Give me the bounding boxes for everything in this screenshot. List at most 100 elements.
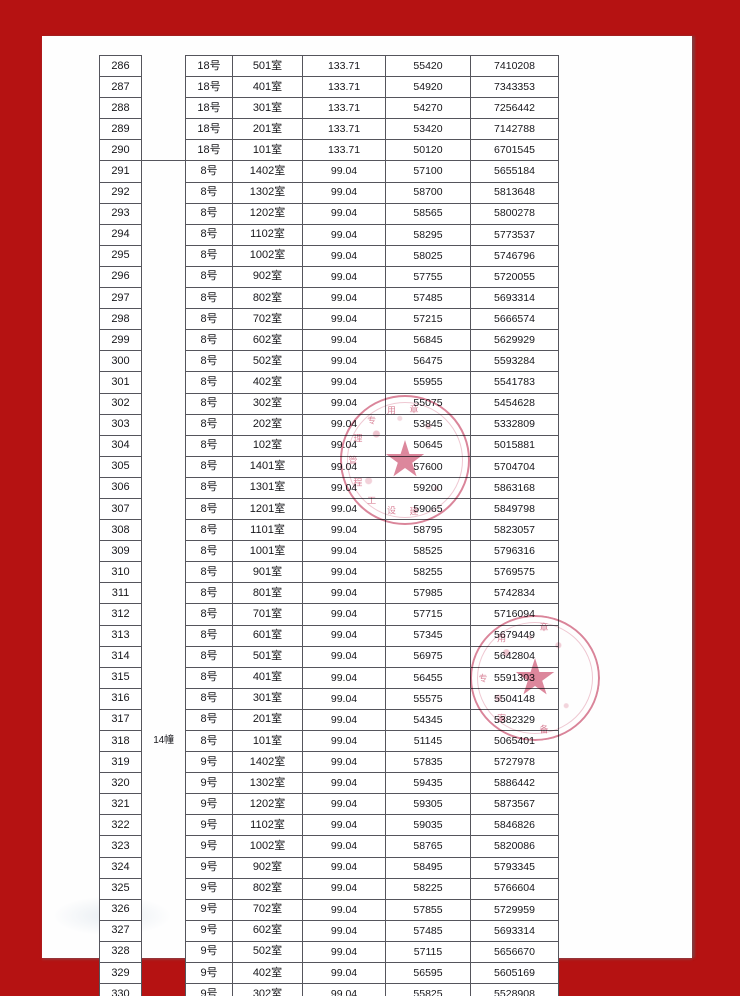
sequence-number-cell: 300 (99, 350, 142, 373)
table-row: 297 8号 802室 99.04 57485 5693314 (99, 287, 559, 310)
building-label-cell (142, 688, 186, 709)
table-row: 315 8号 401室 99.04 56455 5591303 (99, 666, 559, 689)
table-row: 293 8号 1202室 99.04 58565 5800278 (99, 202, 559, 225)
floor-area-cell: 99.04 (302, 265, 386, 289)
building-label-cell (142, 583, 186, 604)
table-row: 289 18号 201室 133.71 53420 7142788 (99, 118, 559, 141)
room-number-cell: 301室 (232, 687, 303, 710)
sequence-number-cell: 306 (99, 476, 142, 499)
unit-price-cell: 57100 (385, 160, 471, 183)
unit-price-cell: 57485 (385, 919, 471, 942)
unit-price-cell: 58565 (385, 202, 471, 225)
building-label-cell (142, 963, 186, 984)
total-amount-cell: 7256442 (470, 97, 559, 120)
building-label-cell (142, 498, 186, 519)
total-amount-cell: 6701545 (470, 139, 559, 162)
floor-area-cell: 99.04 (302, 666, 386, 689)
unit-price-cell: 56475 (385, 350, 471, 373)
building-label-cell (142, 477, 186, 498)
unit-number-cell: 8号 (185, 561, 233, 584)
table-row: 318 14幢 8号 101室 99.04 51145 5065401 (99, 729, 559, 753)
room-number-cell: 901室 (232, 561, 303, 584)
unit-number-cell: 8号 (185, 413, 233, 436)
table-row: 308 8号 1101室 99.04 58795 5823057 (99, 519, 559, 542)
unit-number-cell: 9号 (185, 793, 233, 816)
sequence-number-cell: 289 (99, 118, 142, 141)
building-label-cell (142, 541, 186, 562)
room-number-cell: 402室 (232, 371, 303, 394)
room-number-cell: 1002室 (232, 244, 303, 267)
floor-area-cell: 99.04 (302, 413, 386, 436)
floor-area-cell: 99.04 (302, 181, 386, 204)
table-row: 325 9号 802室 99.04 58225 5766604 (99, 877, 559, 900)
floor-area-cell: 99.04 (302, 497, 386, 521)
total-amount-cell: 5863168 (470, 476, 559, 499)
building-label-cell (142, 625, 186, 646)
table-row: 310 8号 901室 99.04 58255 5769575 (99, 561, 559, 584)
unit-number-cell: 18号 (185, 76, 233, 99)
table-row: 305 8号 1401室 99.04 57600 5704704 (99, 455, 559, 478)
sequence-number-cell: 318 (99, 729, 142, 753)
total-amount-cell: 5849798 (470, 497, 559, 521)
room-number-cell: 1302室 (232, 181, 303, 204)
room-number-cell: 302室 (232, 392, 303, 415)
total-amount-cell: 5541783 (470, 371, 559, 394)
floor-area-cell: 99.04 (302, 687, 386, 710)
floor-area-cell: 99.04 (302, 708, 386, 732)
room-number-cell: 1402室 (232, 160, 303, 183)
unit-price-cell: 57755 (385, 265, 471, 289)
sequence-number-cell: 310 (99, 561, 142, 584)
sequence-number-cell: 312 (99, 603, 142, 626)
unit-number-cell: 9号 (185, 751, 233, 774)
floor-area-cell: 99.04 (302, 856, 386, 879)
building-label-cell (142, 899, 186, 920)
sequence-number-cell: 328 (99, 940, 142, 964)
building-label-cell (142, 604, 186, 625)
unit-price-cell: 55075 (385, 392, 471, 415)
building-label-cell (142, 562, 186, 583)
unit-number-cell: 18号 (185, 139, 233, 162)
total-amount-cell: 5886442 (470, 772, 559, 795)
unit-number-cell: 8号 (185, 244, 233, 267)
building-label-cell (142, 984, 186, 996)
building-label-cell (142, 119, 186, 140)
room-number-cell: 502室 (232, 350, 303, 373)
sequence-number-cell: 304 (99, 434, 142, 457)
table-row: 322 9号 1102室 99.04 59035 5846826 (99, 814, 559, 837)
room-number-cell: 1301室 (232, 476, 303, 499)
room-number-cell: 1302室 (232, 772, 303, 795)
unit-price-cell: 56595 (385, 962, 471, 985)
unit-price-cell: 57855 (385, 898, 471, 921)
floor-area-cell: 99.04 (302, 962, 386, 985)
floor-area-cell: 99.04 (302, 582, 386, 605)
building-label-cell (142, 435, 186, 456)
total-amount-cell: 5746796 (470, 244, 559, 267)
table-row: 298 8号 702室 99.04 57215 5666574 (99, 308, 559, 331)
table-row: 329 9号 402室 99.04 56595 5605169 (99, 962, 559, 985)
table-row: 313 8号 601室 99.04 57345 5679449 (99, 624, 559, 647)
table-row: 328 9号 502室 99.04 57115 5656670 (99, 940, 559, 964)
building-label-cell (142, 393, 186, 414)
room-number-cell: 1401室 (232, 455, 303, 478)
floor-area-cell: 99.04 (302, 793, 386, 816)
sequence-number-cell: 322 (99, 814, 142, 837)
sequence-number-cell: 329 (99, 962, 142, 985)
sequence-number-cell: 308 (99, 519, 142, 542)
room-number-cell: 501室 (232, 54, 303, 78)
building-label-cell (142, 161, 186, 182)
table-row: 300 8号 502室 99.04 56475 5593284 (99, 350, 559, 373)
table-row: 326 9号 702室 99.04 57855 5729959 (99, 898, 559, 921)
total-amount-cell: 5769575 (470, 561, 559, 584)
table-row: 299 8号 602室 99.04 56845 5629929 (99, 329, 559, 352)
total-amount-cell: 5015881 (470, 434, 559, 457)
floor-area-cell: 99.04 (302, 751, 386, 774)
unit-price-cell: 59435 (385, 772, 471, 795)
floor-area-cell: 133.71 (302, 118, 386, 141)
total-amount-cell: 5727978 (470, 751, 559, 774)
sequence-number-cell: 298 (99, 308, 142, 331)
unit-number-cell: 9号 (185, 962, 233, 985)
unit-price-cell: 58525 (385, 540, 471, 563)
total-amount-cell: 7343353 (470, 76, 559, 99)
unit-price-cell: 56845 (385, 329, 471, 352)
